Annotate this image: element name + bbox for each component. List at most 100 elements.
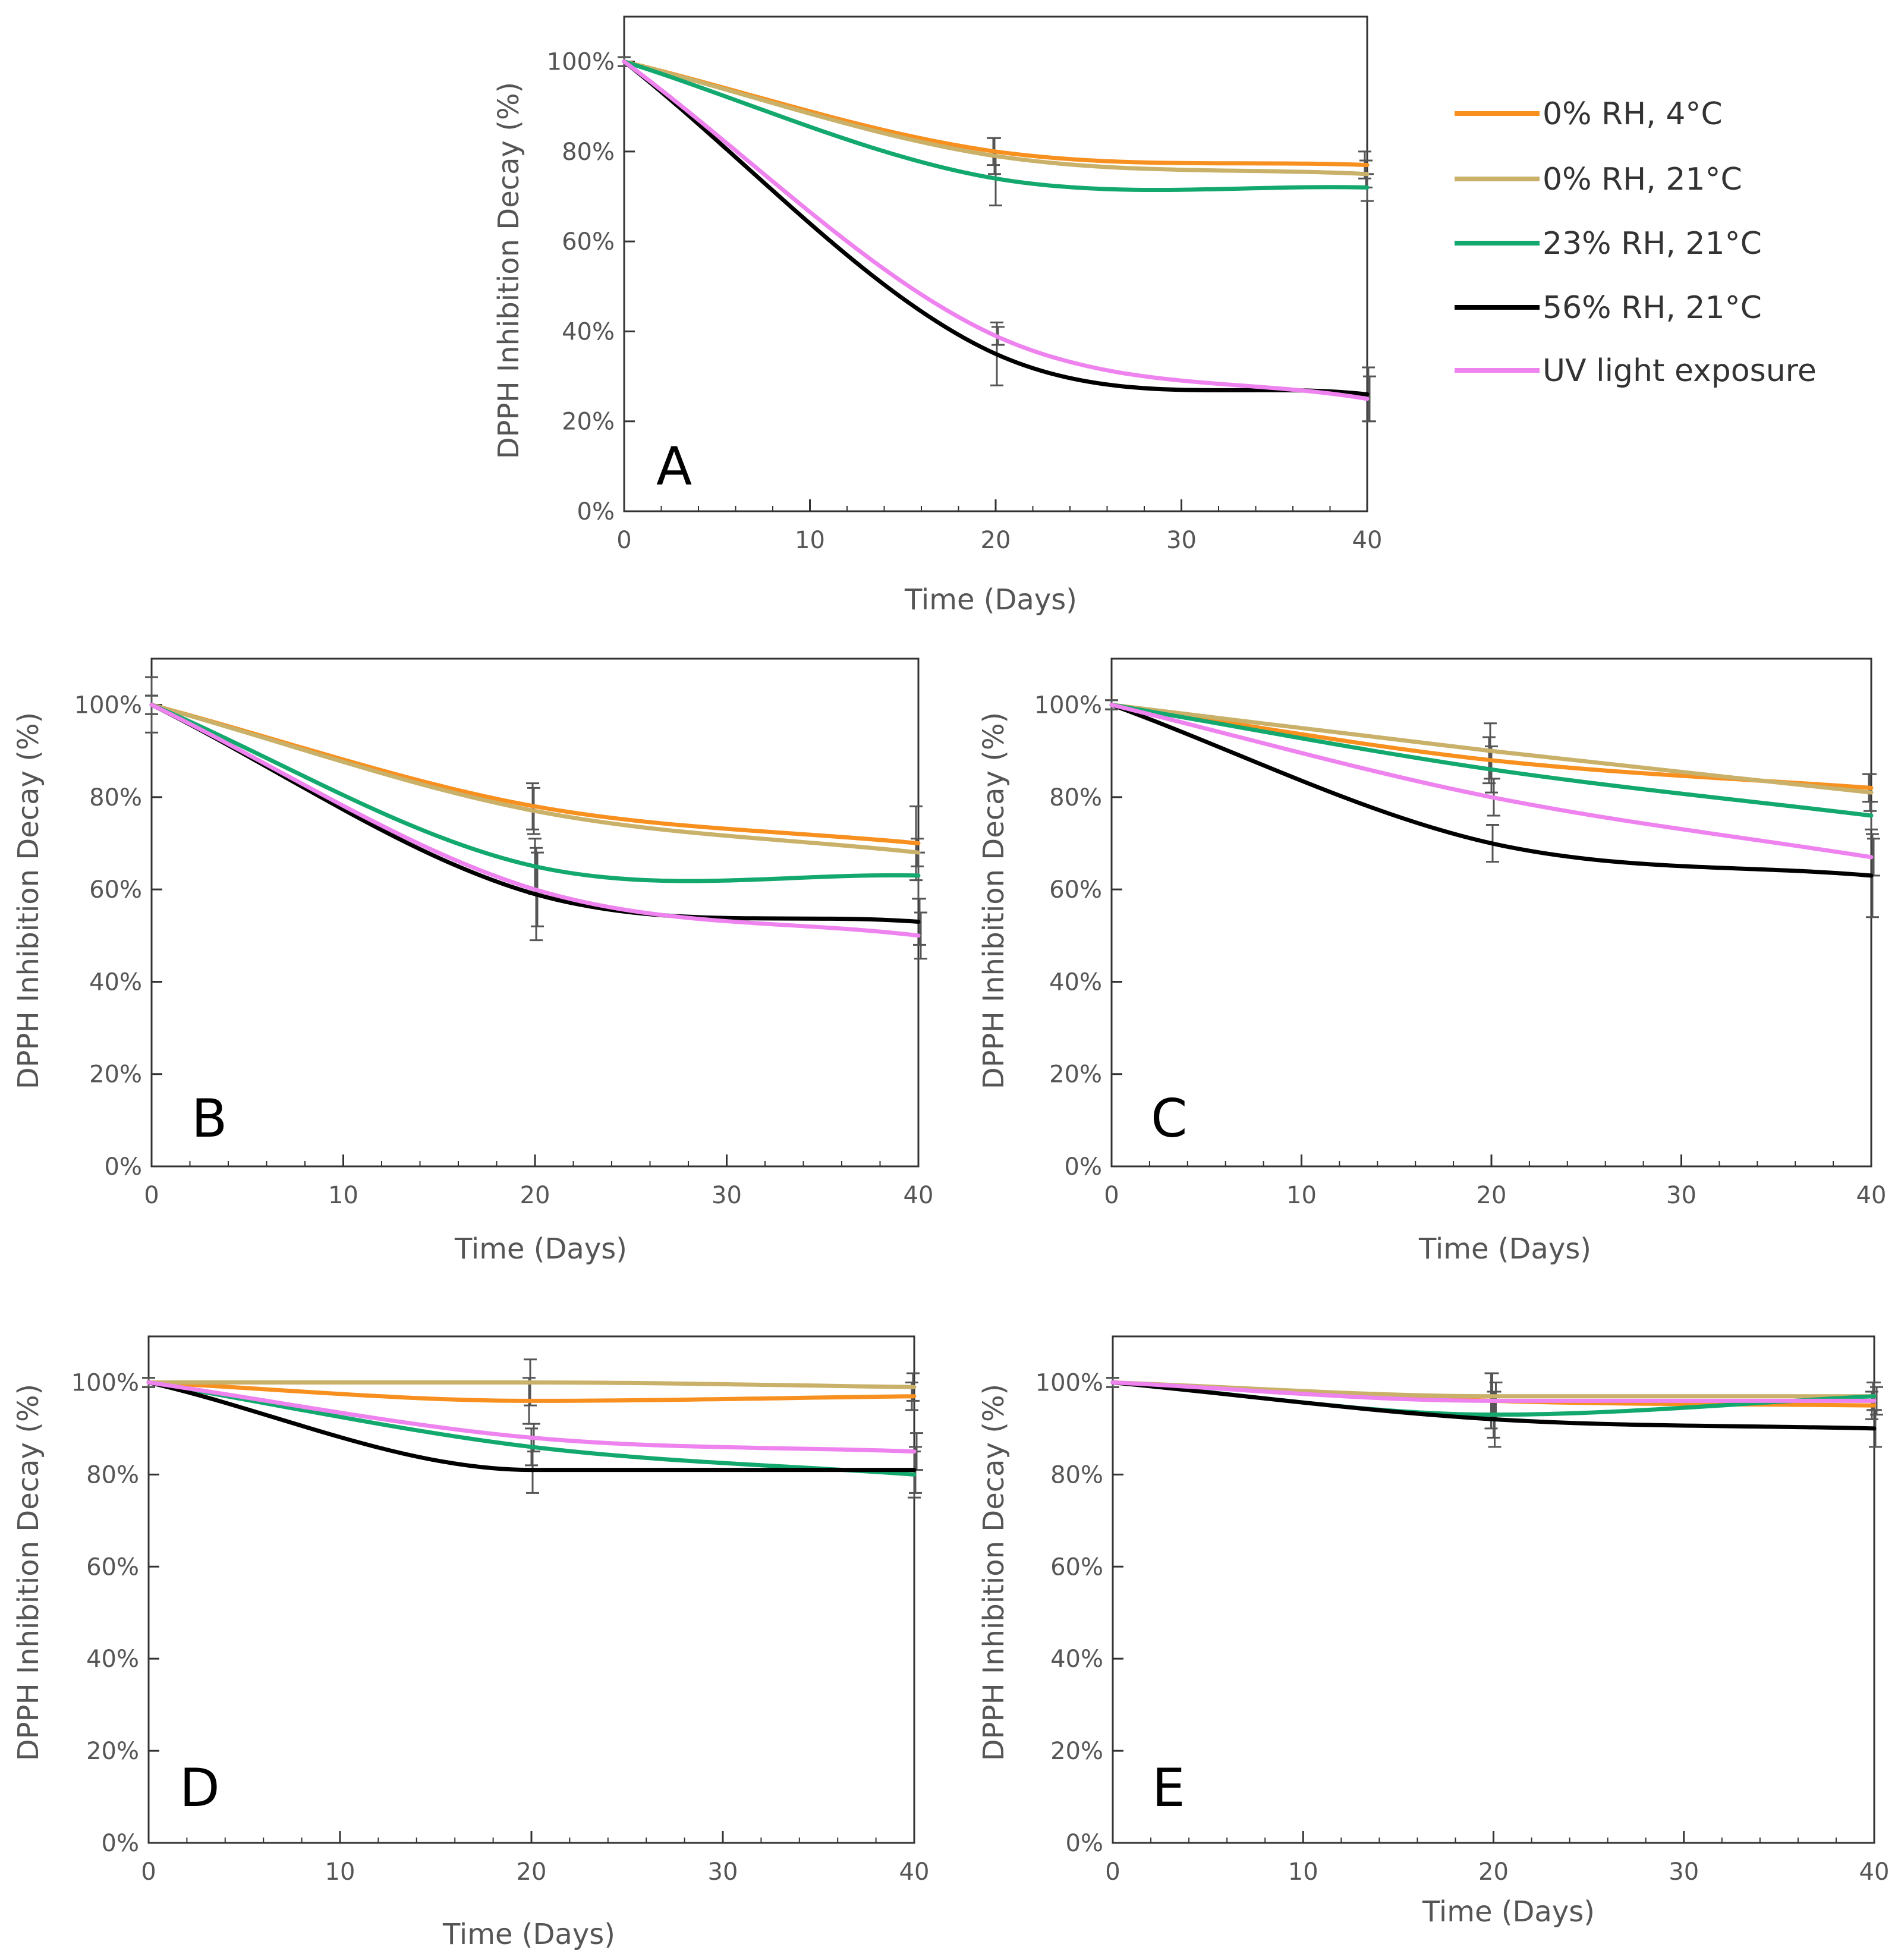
chart-a-xlabel: Time (Days): [904, 583, 1077, 616]
chart-a-ytick-label: 80%: [562, 139, 615, 166]
chart-e-ytick-label: 40%: [1050, 1646, 1103, 1673]
chart-e-ytick-label: 20%: [1050, 1738, 1103, 1765]
chart-e-xtick-label: 40: [1859, 1858, 1890, 1886]
chart-d-xtick-label: 40: [899, 1858, 930, 1886]
chart-d-ylabel: DPPH Inhibition Decay (%): [12, 1384, 45, 1761]
chart-e-ytick-label: 60%: [1050, 1553, 1103, 1581]
chart-a-xtick-label: 40: [1352, 527, 1383, 554]
chart-c-ytick-label: 0%: [1065, 1153, 1102, 1181]
chart-b-ytick-label: 20%: [89, 1061, 142, 1088]
chart-c-series-1: [1109, 703, 1874, 795]
chart-d-series-4: [146, 1380, 917, 1454]
chart-e-ylabel: DPPH Inhibition Decay (%): [977, 1384, 1011, 1761]
chart-c-xtick-label: 20: [1477, 1182, 1507, 1209]
chart-e-ytick-label: 0%: [1066, 1830, 1103, 1857]
chart-e-xtick-label: 20: [1478, 1858, 1509, 1886]
chart-b-errorbar: [914, 911, 927, 960]
chart-d-plot: 0 10 20 30 40 0% 20% 40% 60% 80% 100%: [71, 1335, 930, 1886]
legend-label-4: UV light exposure: [1543, 353, 1817, 389]
chart-a-series-1: [622, 59, 1370, 177]
chart-b-series-1: [149, 703, 921, 855]
chart-b-xtick-label: 0: [144, 1182, 159, 1209]
chart-c-xtick-label: 40: [1856, 1182, 1887, 1209]
panel-d: 0 10 20 30 400%20%40%60%80%100% Time (Days) …: [12, 1335, 930, 1951]
chart-c-xtick-label: 30: [1666, 1182, 1696, 1209]
chart-b-ytick-label: 40%: [89, 968, 142, 996]
chart-e-xtick-label: 0: [1105, 1858, 1120, 1886]
chart-c-series-4: [1109, 703, 1874, 860]
chart-e-errorbar: [1870, 1386, 1883, 1416]
panel-c: 0 10 20 30 400%20%40%60%80%100% Time (Days) …: [977, 657, 1887, 1266]
chart-a-xtick-label: 0: [616, 527, 631, 554]
chart-d-xlabel: Time (Days): [442, 1918, 615, 1951]
chart-b-xtick-label: 30: [712, 1182, 742, 1209]
chart-c-ytick-label: 20%: [1049, 1061, 1102, 1088]
chart-b-frame: [150, 657, 920, 1168]
chart-a-xtick-label: 10: [795, 527, 825, 554]
chart-a-ytick-label: 20%: [562, 408, 615, 436]
chart-e-plot: 0 10 20 30 40 0% 20% 40% 60% 80% 100%: [1035, 1335, 1890, 1886]
chart-b-plot: 0 10 20 30 40 0% 20% 40% 60% 80% 100%: [74, 657, 934, 1209]
chart-e-series-4: [1110, 1380, 1877, 1403]
chart-a-ytick-label: 0%: [577, 498, 615, 526]
chart-a-ylabel: DPPH Inhibition Decay (%): [492, 82, 525, 460]
chart-c-ylabel: DPPH Inhibition Decay (%): [977, 712, 1011, 1090]
chart-a-series-3: [622, 59, 1370, 397]
chart-c-xtick-label: 0: [1104, 1182, 1119, 1209]
chart-c-plot: 0 10 20 30 40 0% 20% 40% 60% 80% 100%: [1034, 657, 1887, 1209]
chart-d-ytick-label: 40%: [86, 1646, 139, 1673]
chart-c-ytick-label: 100%: [1034, 692, 1102, 719]
chart-a-ytick-label: 60%: [562, 228, 615, 256]
chart-b-ytick-label: 0%: [105, 1153, 142, 1181]
panel-e: 0 10 20 30 400%20%40%60%80%100% Time (Days) …: [977, 1335, 1890, 1928]
chart-d-series-0: [146, 1380, 917, 1403]
chart-e-xtick-label: 10: [1288, 1858, 1318, 1886]
chart-c-ytick-label: 80%: [1049, 784, 1102, 811]
chart-a-series-4: [622, 59, 1370, 401]
chart-d-ytick-label: 60%: [86, 1553, 139, 1581]
chart-c-ytick-label: 60%: [1049, 876, 1102, 904]
chart-a-ytick-label: 40%: [562, 318, 615, 345]
chart-b-series-2: [149, 703, 921, 883]
chart-a-errorbar: [1363, 375, 1376, 423]
chart-c-frame: [1110, 657, 1872, 1168]
chart-b-xtick-label: 10: [328, 1182, 358, 1209]
legend-label-2: 23% RH, 21°C: [1543, 226, 1762, 262]
chart-a-plot: 0 10 20 30 40 0% 20% 40% 60% 80% 100%: [547, 15, 1383, 554]
chart-c-series-3: [1109, 703, 1874, 878]
chart-a-series-2: [622, 59, 1370, 192]
chart-e-ytick-label: 100%: [1035, 1369, 1103, 1396]
chart-e-panel-letter: E: [1152, 1757, 1185, 1819]
legend-label-1: 0% RH, 21°C: [1543, 162, 1742, 197]
chart-e-xtick-label: 30: [1669, 1858, 1699, 1886]
panel-b: 0 10 20 30 400%20%40%60%80%100% Time (Days) …: [12, 657, 934, 1266]
chart-c-series-2: [1109, 703, 1874, 818]
chart-c-ytick-label: 40%: [1049, 968, 1102, 996]
chart-e-series-3: [1110, 1380, 1877, 1431]
chart-b-panel-letter: B: [191, 1088, 227, 1149]
chart-b-xlabel: Time (Days): [454, 1232, 627, 1266]
chart-a-frame: [623, 15, 1368, 512]
chart-c-xtick-label: 10: [1286, 1182, 1317, 1209]
chart-b-xtick-label: 40: [904, 1182, 934, 1209]
chart-a-xtick-label: 30: [1166, 527, 1197, 554]
chart-e-ytick-label: 80%: [1050, 1461, 1103, 1489]
legend: 0% RH, 4°C 0% RH, 21°C 23% RH, 21°C 56% …: [1455, 96, 1817, 389]
chart-b-ytick-label: 100%: [74, 692, 142, 719]
chart-a-xtick-label: 20: [981, 527, 1011, 554]
chart-d-xtick-label: 0: [141, 1858, 156, 1886]
chart-d-ytick-label: 20%: [86, 1738, 139, 1765]
chart-b-ytick-label: 80%: [89, 784, 142, 811]
chart-b-series-4: [149, 703, 921, 938]
chart-c-panel-letter: C: [1151, 1088, 1187, 1149]
chart-d-xtick-label: 20: [517, 1858, 547, 1886]
chart-d-ytick-label: 100%: [71, 1369, 139, 1396]
chart-d-ytick-label: 80%: [86, 1461, 139, 1489]
legend-label-3: 56% RH, 21°C: [1543, 290, 1762, 326]
chart-d-ytick-label: 0%: [102, 1830, 139, 1857]
chart-b-ylabel: DPPH Inhibition Decay (%): [12, 712, 45, 1090]
chart-d-series-3: [146, 1380, 917, 1473]
chart-b-ytick-label: 60%: [89, 876, 142, 904]
chart-d-xtick-label: 30: [708, 1858, 738, 1886]
